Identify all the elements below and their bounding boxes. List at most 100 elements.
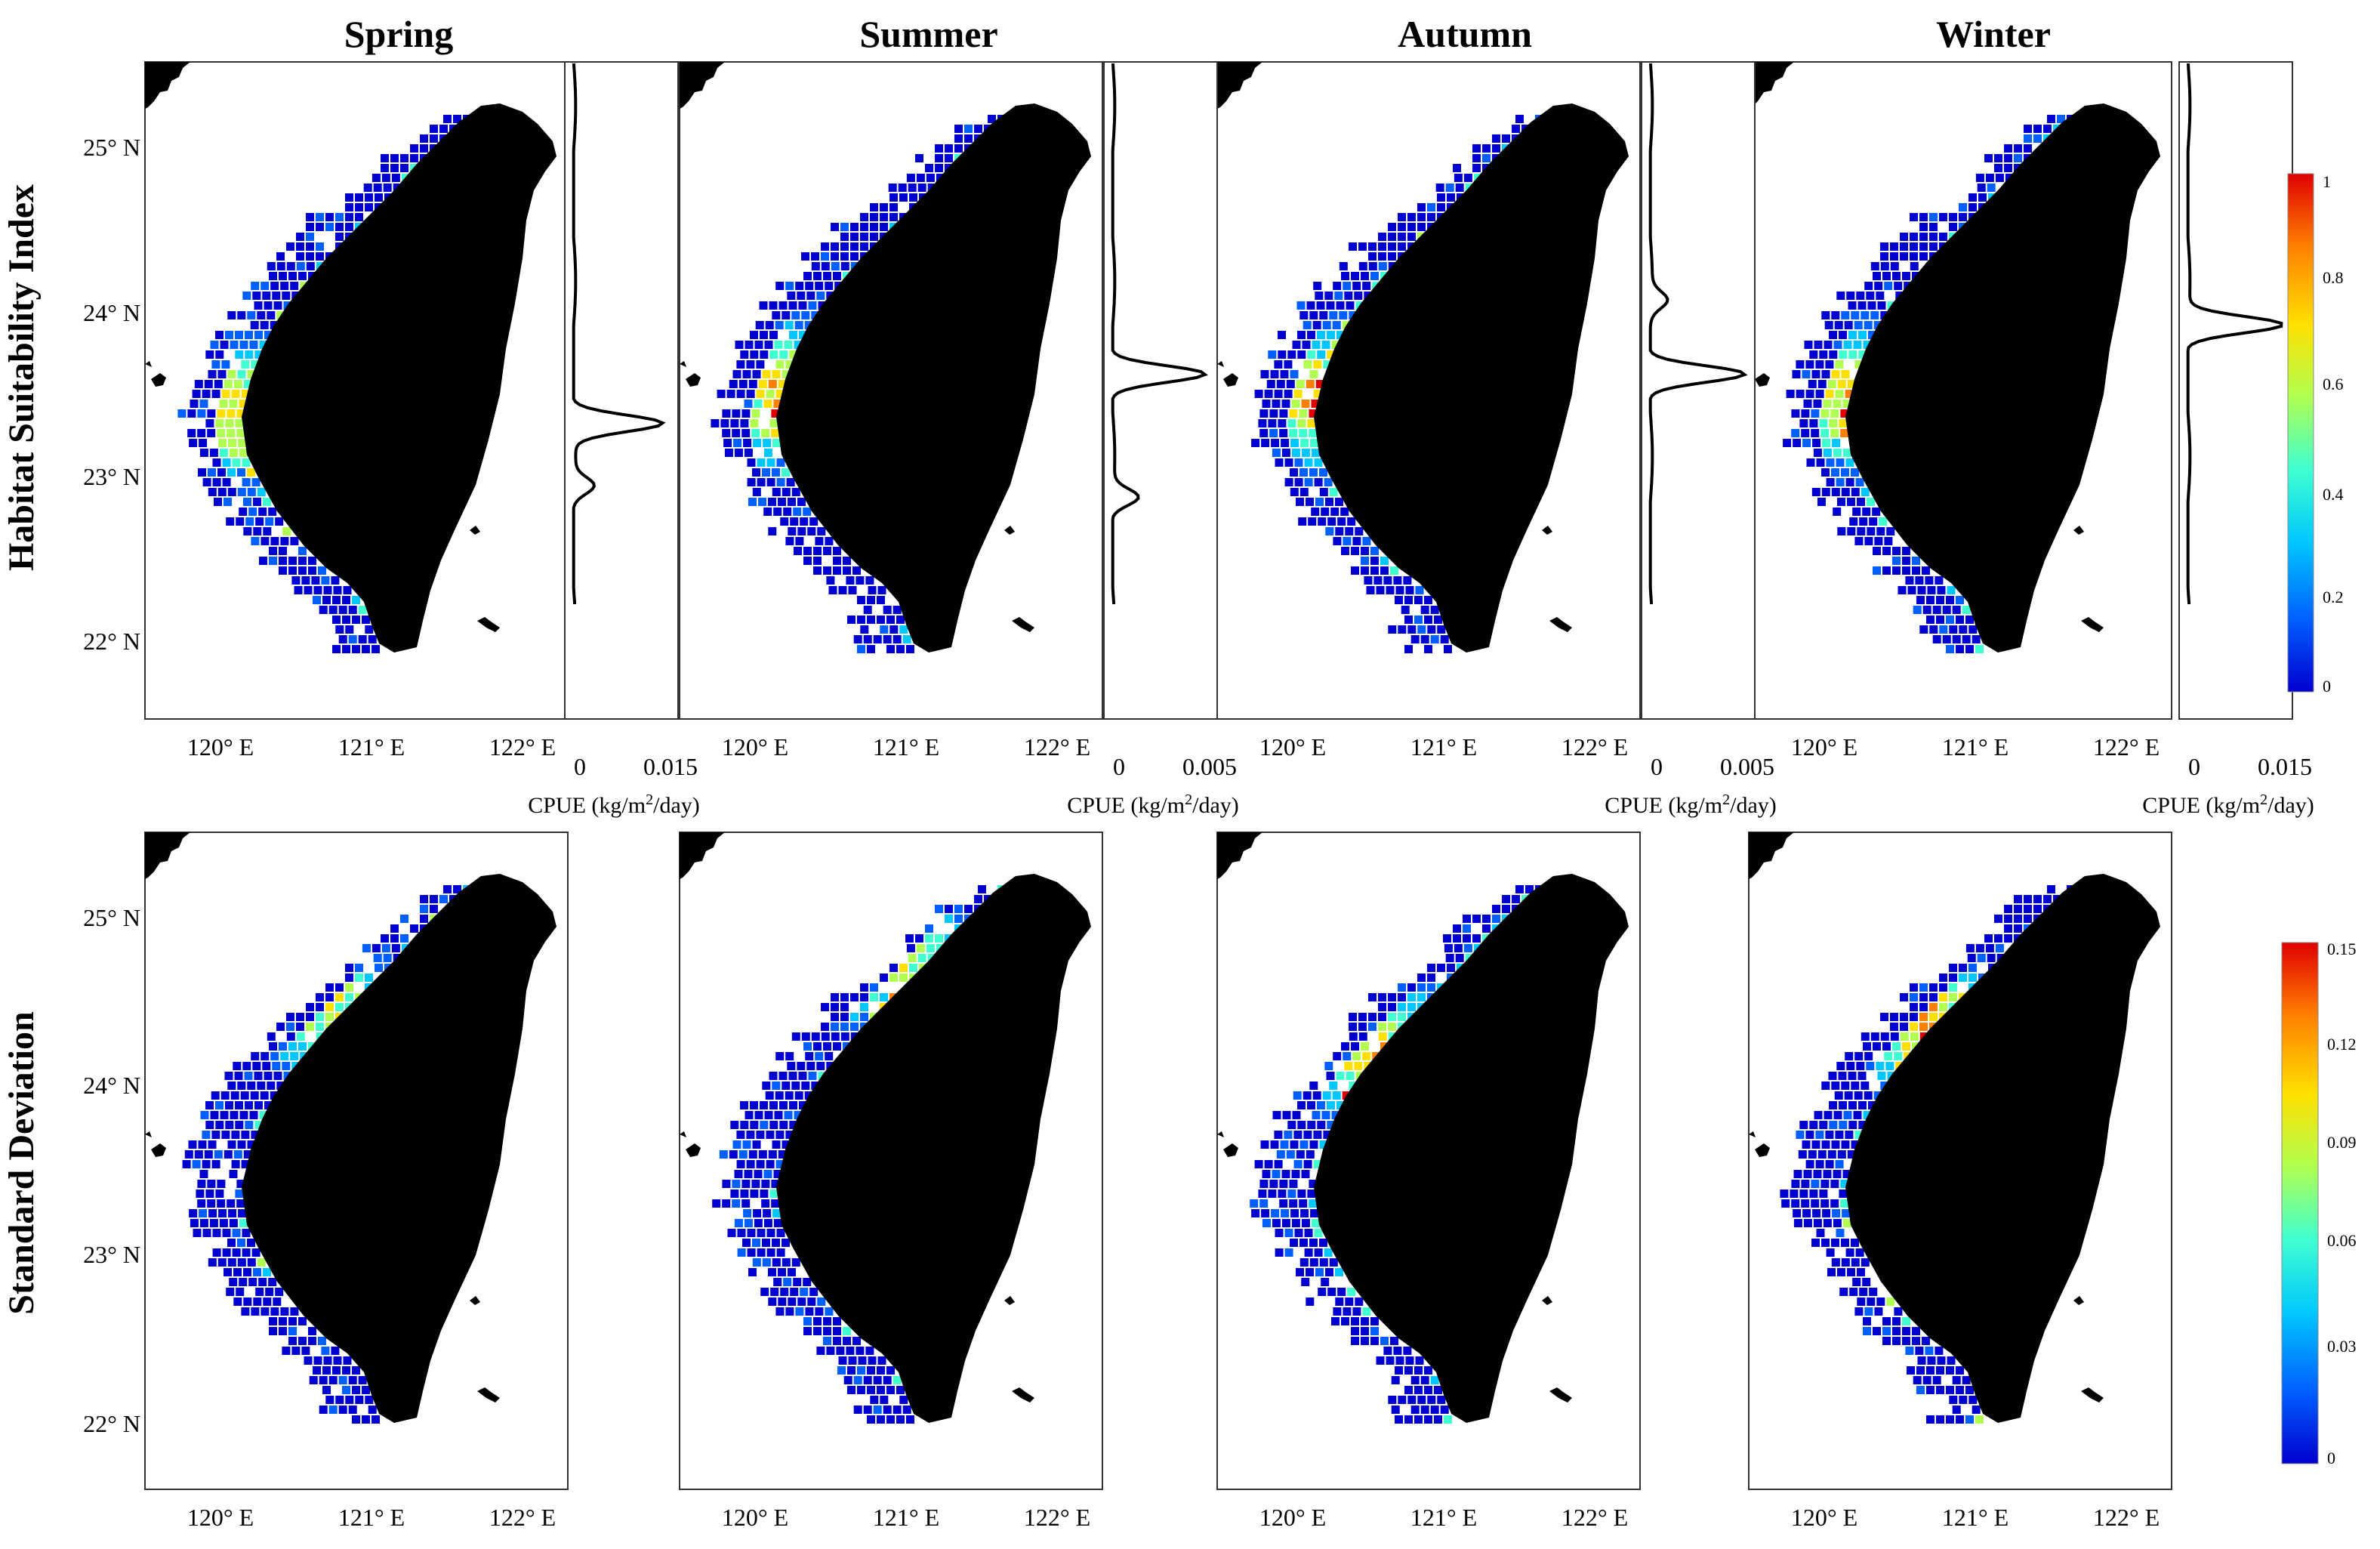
grid-cell (1873, 566, 1881, 575)
grid-cell (1833, 1219, 1842, 1227)
grid-cell (187, 429, 196, 437)
grid-cell (211, 1091, 220, 1100)
grid-cell (1837, 527, 1846, 535)
grid-cell (1975, 1415, 1984, 1424)
grid-cell (1317, 1121, 1326, 1129)
grid-cell (748, 1268, 757, 1276)
grid-cell (1936, 1415, 1944, 1424)
grid-cell (1420, 1406, 1429, 1414)
grid-cell (1949, 983, 1957, 992)
grid-cell (381, 164, 389, 172)
grid-cell (294, 586, 303, 594)
grid-cell (1949, 964, 1957, 972)
grid-cell (1839, 1101, 1847, 1109)
grid-cell (189, 1209, 198, 1217)
grid-cell (1307, 1101, 1315, 1109)
map-panel-sd-winter (1748, 832, 2172, 1490)
grid-cell (1835, 360, 1844, 369)
grid-cell (1932, 635, 1941, 643)
grid-cell (1364, 576, 1373, 585)
grid-cell (1395, 1356, 1404, 1365)
grid-cell (744, 449, 753, 457)
grid-cell (816, 292, 825, 300)
grid-cell (764, 1111, 773, 1119)
grid-cell (906, 174, 915, 182)
grid-cell (241, 1131, 250, 1139)
grid-cell (775, 1091, 784, 1100)
grid-cell (813, 566, 822, 575)
grid-cell (208, 1258, 217, 1267)
grid-cell (1279, 429, 1288, 437)
grid-cell (778, 1072, 788, 1080)
grid-cell (719, 1150, 728, 1159)
grid-cell (1430, 635, 1439, 643)
grid-cell (803, 272, 812, 280)
grid-cell (1820, 429, 1830, 437)
grid-cell (744, 400, 753, 408)
grid-cell (786, 478, 795, 486)
grid-cell (1849, 517, 1858, 526)
grid-cell (217, 1199, 226, 1208)
grid-cell (1833, 508, 1842, 516)
grid-cell (215, 1190, 224, 1198)
grid-cell (1292, 1111, 1301, 1119)
grid-cell (1444, 944, 1453, 952)
grid-cell (873, 635, 882, 643)
grid-cell (2014, 895, 2022, 903)
grid-cell (318, 566, 326, 575)
grid-cell (1398, 1013, 1406, 1021)
grid-cell (746, 360, 755, 369)
grid-cell (1837, 498, 1845, 506)
grid-cell (1823, 449, 1832, 457)
grid-cell (1859, 1288, 1868, 1296)
grid-cell (390, 934, 399, 943)
grid-cell (865, 576, 874, 585)
grid-cell (783, 1278, 792, 1286)
grid-cell (1272, 1170, 1281, 1178)
grid-cell (1417, 625, 1426, 634)
grid-cell (345, 213, 353, 221)
grid-cell (1864, 321, 1873, 329)
grid-cell (838, 1356, 847, 1365)
grid-cell (234, 1072, 243, 1080)
grid-cell (190, 1219, 199, 1227)
grid-cell (783, 508, 792, 516)
grid-cell (1922, 1337, 1930, 1345)
grid-cell (1841, 488, 1850, 496)
grid-cell (276, 1023, 285, 1031)
grid-cell (1805, 1131, 1814, 1139)
grid-cell (801, 252, 809, 261)
grid-cell (870, 213, 878, 221)
grid-cell (1391, 1376, 1400, 1384)
grid-cell (823, 1317, 831, 1325)
grid-cell (296, 1023, 304, 1031)
grid-cell (831, 242, 839, 251)
grid-cell (257, 311, 266, 319)
grid-cell (1880, 262, 1889, 270)
grid-cell (322, 1386, 331, 1394)
grid-cell (867, 1366, 875, 1375)
grid-cell (1824, 341, 1833, 349)
grid-cell (212, 1248, 221, 1257)
grid-cell (267, 262, 276, 270)
grid-cell (780, 517, 789, 526)
grid-cell (908, 184, 917, 192)
grid-cell (1880, 252, 1888, 261)
hsi-colorbar-tick: 0 (2323, 677, 2331, 696)
grid-cell (1845, 390, 1854, 398)
grid-cell (823, 547, 831, 555)
hsi-colorbar-gradient (2287, 173, 2314, 693)
grid-cell (214, 498, 222, 506)
grid-cell (1845, 1248, 1854, 1257)
grid-cell (1482, 144, 1491, 153)
grid-cell (208, 488, 217, 496)
grid-cell (231, 1160, 240, 1168)
grid-cell (231, 390, 240, 398)
grid-cell (732, 370, 741, 378)
grid-cell (245, 331, 253, 339)
grid-cell (1840, 409, 1849, 418)
grid-cell (1859, 517, 1868, 526)
grid-cell (740, 1190, 749, 1198)
grid-cell (2033, 905, 2042, 913)
grid-cell (443, 885, 452, 893)
